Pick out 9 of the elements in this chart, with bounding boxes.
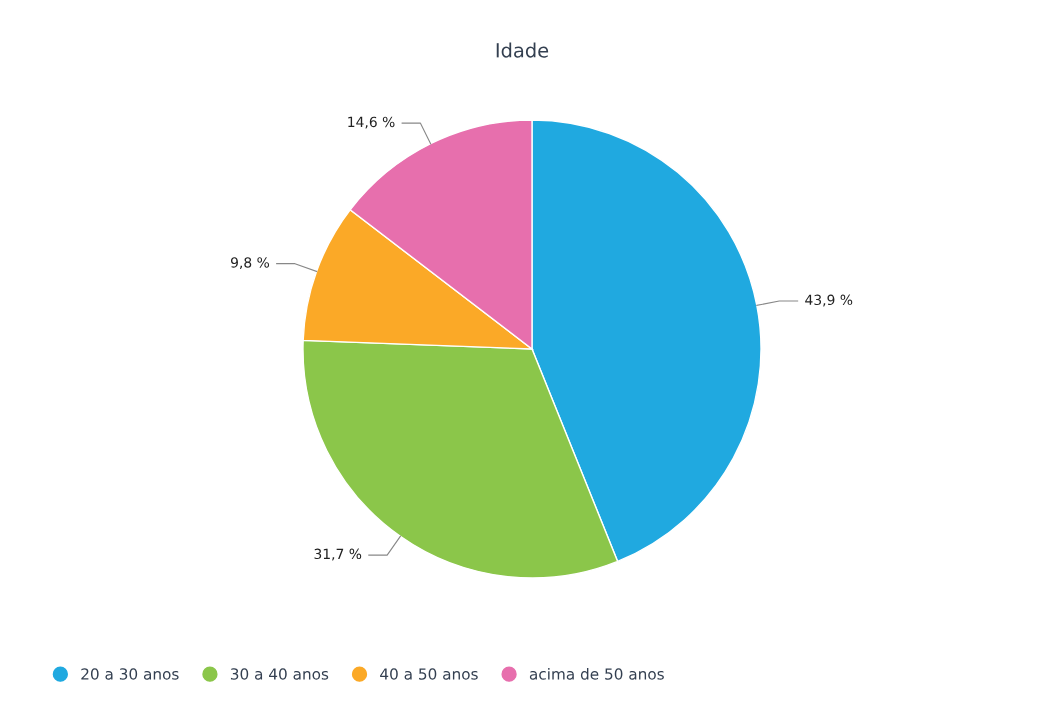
chart-title: Idade [496,42,549,58]
legend-label: acima de 50 anos [529,667,664,680]
legend-label: 40 a 50 anos [380,668,478,680]
legend-label: 30 a 40 anos [230,668,329,680]
data-label: 31,7 % [314,548,362,561]
legend-label: 20 a 30 anos [81,668,179,680]
data-label: 9,8 % [230,257,270,270]
data-label: 14,6 % [348,116,395,129]
data-label: 43,9 % [805,294,853,307]
